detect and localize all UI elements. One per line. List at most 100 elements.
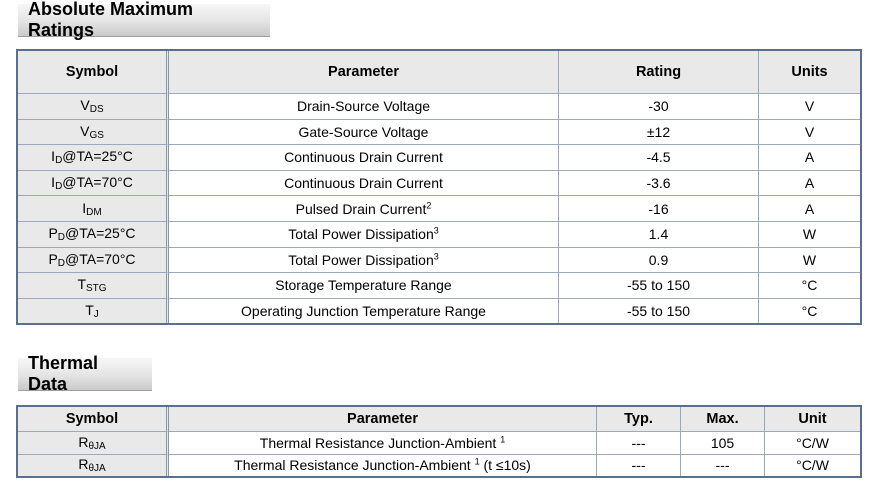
unit-cell: °C/W (796, 457, 829, 474)
symbol-subscript: D (55, 181, 63, 193)
symbol-cell: PD@TA=70°C (18, 247, 169, 274)
symbol-cell: TSTG (18, 273, 169, 299)
parameter-cell: Drain-Source Voltage (169, 94, 559, 120)
table-row: ID@TA=25°C Continuous Drain Current -4.5 A (18, 145, 860, 171)
max-cell: --- (681, 454, 765, 476)
unit-cell: A (759, 145, 860, 171)
symbol-main: I (51, 148, 56, 165)
symbol-subscript: D (57, 257, 66, 269)
table-row: TJ Operating Junction Temperature Range -5… (18, 298, 860, 324)
rating-cell: -16 (559, 196, 759, 222)
header-parameter: Parameter (169, 51, 559, 94)
parameter-cell: Continuous Drain Current (169, 170, 559, 197)
parameter-cell: Thermal Resistance Junction-Ambient 1 (169, 432, 597, 455)
symbol-condition: @TA=70°C (62, 174, 133, 191)
table-row: PD@TA=25°C Total Power Dissipation3 1.4 W (18, 221, 860, 248)
header-units: Units (759, 51, 860, 94)
header-parameter: Parameter (169, 407, 597, 432)
symbol-condition: @TA=25°C (62, 148, 133, 165)
typ-cell: --- (597, 454, 681, 476)
symbol-subscript: D (55, 155, 63, 167)
symbol-subscript: STG (86, 283, 107, 295)
section-title-thermal-data: Thermal Data (18, 353, 152, 394)
rating-cell: -30 (559, 94, 759, 120)
parameter-cell: Storage Temperature Range (169, 273, 559, 299)
header-rating: Rating (559, 51, 759, 94)
symbol-condition: @TA=70°C (65, 250, 136, 267)
symbol-main: P (48, 225, 58, 242)
symbol-subscript: θJA (88, 440, 106, 452)
symbol-main: P (48, 250, 58, 267)
parameter-cell: Operating Junction Temperature Range (169, 298, 559, 324)
unit-cell: V (759, 120, 860, 146)
table-row: IDM Pulsed Drain Current2 -16 A (18, 196, 860, 222)
symbol-condition: @TA=25°C (65, 225, 136, 242)
typ-cell: --- (597, 432, 681, 455)
parameter-text: Pulsed Drain Current (295, 200, 427, 217)
unit-cell: W (759, 222, 860, 248)
parameter-cell: Total Power Dissipation3 (169, 221, 559, 248)
thermal-data-table: Symbol Parameter Typ. Max. Unit RθJA Ther… (16, 405, 862, 478)
symbol-main: T (77, 276, 86, 293)
symbol-main: R (78, 433, 89, 450)
rating-cell: 0.9 (559, 247, 759, 274)
footnote-ref: 3 (433, 225, 439, 236)
rating-cell: -3.6 (559, 170, 759, 197)
parameter-text: Continuous Drain Current (284, 149, 443, 166)
parameter-cell: Total Power Dissipation3 (169, 247, 559, 274)
header-max: Max. (681, 407, 765, 432)
rating-cell: -4.5 (559, 145, 759, 171)
parameter-text: Operating Junction Temperature Range (241, 303, 486, 320)
table-row: TSTG Storage Temperature Range -55 to 150 °… (18, 273, 860, 299)
symbol-main: T (85, 302, 94, 319)
unit-cell: A (759, 196, 860, 222)
rating-cell: -55 to 150 (559, 298, 759, 324)
parameter-text: Continuous Drain Current (284, 175, 443, 192)
table-row: VGS Gate-Source Voltage ±12 V (18, 119, 860, 146)
symbol-subscript: DM (86, 206, 102, 218)
rating-cell: 1.4 (559, 221, 759, 248)
footnote-ref: 2 (426, 200, 432, 211)
section-title-absolute-maximum-ratings: Absolute Maximum Ratings (18, 0, 270, 40)
table-row: ID@TA=70°C Continuous Drain Current -3.6 A (18, 170, 860, 197)
parameter-text: Thermal Resistance Junction-Ambient (259, 434, 501, 451)
rating-cell: ±12 (559, 119, 759, 146)
table-row: VDS Drain-Source Voltage -30 V (18, 94, 860, 120)
symbol-subscript: θJA (88, 463, 106, 475)
symbol-cell: ID@TA=70°C (18, 170, 169, 197)
table-row: RθJA Thermal Resistance Junction-Ambient … (18, 454, 860, 476)
symbol-subscript: DS (89, 104, 104, 116)
parameter-cell: Continuous Drain Current (169, 145, 559, 171)
rating-cell: -55 to 150 (559, 273, 759, 299)
symbol-cell: PD@TA=25°C (18, 221, 169, 248)
symbol-main: I (82, 199, 87, 216)
header-symbol: Symbol (18, 407, 169, 432)
parameter-text: Gate-Source Voltage (298, 123, 429, 140)
symbol-subscript: GS (89, 129, 104, 141)
symbol-main: V (80, 97, 90, 114)
header-typ: Typ. (597, 407, 681, 432)
table-row: RθJA Thermal Resistance Junction-Ambient … (18, 432, 860, 455)
symbol-main: I (51, 174, 56, 191)
parameter-text: Drain-Source Voltage (296, 98, 431, 115)
parameter-condition: (t ≤10s) (479, 457, 531, 474)
table-row: PD@TA=70°C Total Power Dissipation3 0.9 W (18, 247, 860, 274)
symbol-cell: VGS (18, 119, 169, 146)
header-symbol: Symbol (18, 51, 169, 94)
symbol-cell: RθJA (18, 432, 169, 455)
parameter-cell: Gate-Source Voltage (169, 119, 559, 146)
header-unit: Unit (765, 407, 860, 432)
unit-cell: V (759, 94, 860, 120)
footnote-ref: 1 (500, 434, 506, 445)
symbol-cell: ID@TA=25°C (18, 145, 169, 171)
unit-cell: W (759, 248, 860, 274)
unit-cell: A (759, 171, 860, 197)
parameter-text: Thermal Resistance Junction-Ambient (234, 457, 475, 474)
max-cell: 105 (681, 432, 765, 455)
symbol-cell: RθJA (18, 454, 169, 476)
symbol-subscript: J (93, 309, 99, 321)
unit-cell: °C (759, 273, 860, 299)
unit-cell: °C/W (765, 432, 860, 455)
parameter-cell: Thermal Resistance Junction-Ambient 1 (t… (169, 454, 597, 476)
parameter-cell: Pulsed Drain Current2 (169, 196, 559, 222)
